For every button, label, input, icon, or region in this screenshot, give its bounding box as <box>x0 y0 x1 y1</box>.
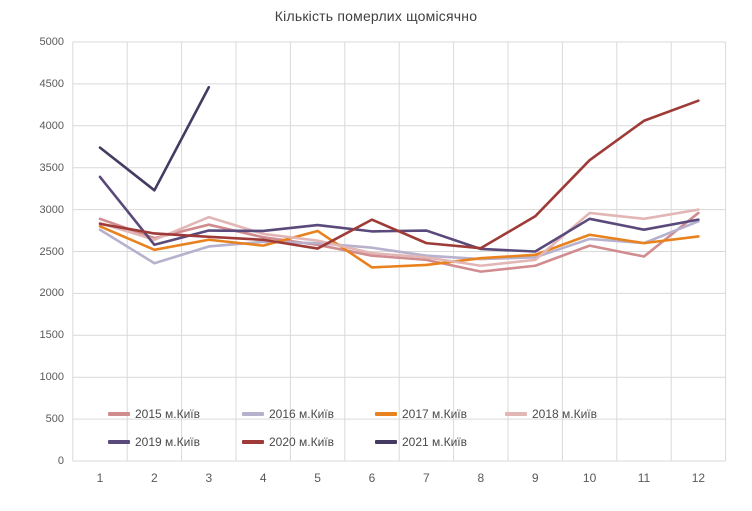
legend-label: 2015 м.Київ <box>135 407 201 421</box>
legend-item[interactable]: 2015 м.Київ <box>108 406 200 422</box>
chart-title: Кількість померлих щомісячно <box>274 8 478 24</box>
legend-item[interactable]: 2020 м.Київ <box>242 434 334 450</box>
series-line-2020[interactable] <box>98 99 700 250</box>
legend-line-swatch <box>108 412 130 416</box>
y-axis-tick-label: 5000 <box>39 36 64 48</box>
legend-label: 2021 м.Київ <box>402 435 468 449</box>
legend-item[interactable]: 2016 м.Київ <box>242 406 334 422</box>
y-axis-tick-label: 4500 <box>39 77 64 90</box>
y-axis-tick-label: 1000 <box>39 371 64 384</box>
legend-item[interactable]: 2019 м.Київ <box>108 434 200 450</box>
x-axis-tick-label: 4 <box>259 471 267 485</box>
x-axis-tick-label: 1 <box>96 471 104 485</box>
y-axis-tick-label: 3500 <box>39 161 64 174</box>
y-axis-tick-label: 4000 <box>39 119 64 132</box>
x-axis-tick-label: 12 <box>691 471 706 485</box>
series-line-2016[interactable] <box>98 220 700 265</box>
y-axis-tick-label: 3000 <box>39 203 64 216</box>
y-axis-tick-label: 1500 <box>39 329 64 342</box>
x-axis-tick-label: 11 <box>637 471 651 485</box>
legend-line-swatch <box>505 412 527 416</box>
legend-item[interactable]: 2018 м.Київ <box>505 406 597 422</box>
legend-item[interactable]: 2021 м.Київ <box>375 434 467 450</box>
y-axis-tick-label: 0 <box>57 455 64 467</box>
series-line-2018[interactable] <box>98 208 700 268</box>
x-axis-tick-label: 7 <box>423 471 430 485</box>
legend-line-swatch <box>108 440 130 444</box>
legend-item[interactable]: 2017 м.Київ <box>375 406 467 422</box>
x-axis-tick-label: 2 <box>151 471 158 485</box>
x-axis-tick-label: 5 <box>314 471 321 485</box>
series-line-2021[interactable] <box>98 85 211 192</box>
legend-line-swatch <box>375 440 397 444</box>
y-axis-tick-label: 2000 <box>39 287 64 300</box>
x-axis-tick-label: 3 <box>205 471 213 485</box>
x-axis-tick-label: 10 <box>582 471 597 485</box>
legend-label: 2020 м.Київ <box>269 435 335 449</box>
legend-line-swatch <box>375 412 397 416</box>
legend-label: 2016 м.Київ <box>269 407 335 421</box>
x-axis-tick-label: 6 <box>368 471 376 485</box>
x-axis-tick-label: 8 <box>477 471 485 485</box>
legend-label: 2018 м.Київ <box>532 407 598 421</box>
series-line-2017[interactable] <box>98 225 700 269</box>
y-axis-tick-label: 2500 <box>39 245 64 258</box>
legend-line-swatch <box>242 412 264 416</box>
legend-label: 2019 м.Київ <box>135 435 201 449</box>
x-axis-tick-label: 9 <box>531 471 539 485</box>
y-axis-tick-label: 500 <box>45 413 64 426</box>
series-line-2015[interactable] <box>98 211 700 273</box>
legend-line-swatch <box>242 440 264 444</box>
legend-label: 2017 м.Київ <box>402 407 468 421</box>
